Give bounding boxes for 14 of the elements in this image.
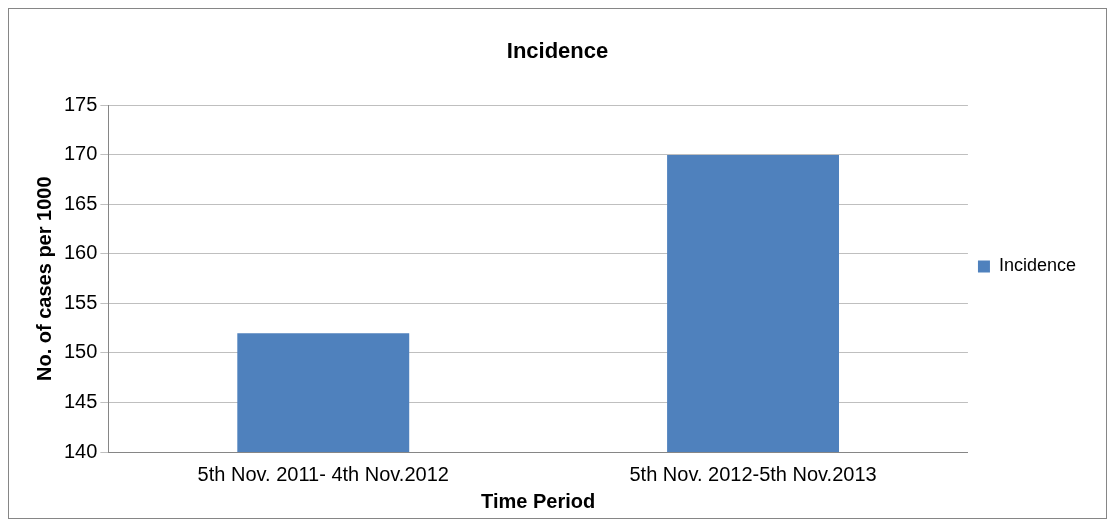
y-tick-label: 145 xyxy=(63,390,98,412)
chart-title: Incidence xyxy=(506,38,609,64)
x-axis-title: Time Period xyxy=(481,489,596,512)
y-axis-title: No. of cases per 1000 xyxy=(32,176,55,381)
y-tick-label: 140 xyxy=(63,439,98,462)
x-tick-label: 5th Nov. 2012-5th Nov.2013 xyxy=(629,462,877,485)
x-tick-label: 5th Nov. 2011- 4th Nov.2012 xyxy=(197,462,449,485)
y-tick-label: 175 xyxy=(63,92,98,115)
y-tick-label: 155 xyxy=(63,290,98,313)
legend-label: Incidence xyxy=(998,255,1077,276)
y-tick-label: 165 xyxy=(63,191,98,214)
y-tick-label: 170 xyxy=(63,142,98,165)
y-tick-label: 160 xyxy=(63,241,98,264)
y-tick-label: 150 xyxy=(63,340,98,363)
